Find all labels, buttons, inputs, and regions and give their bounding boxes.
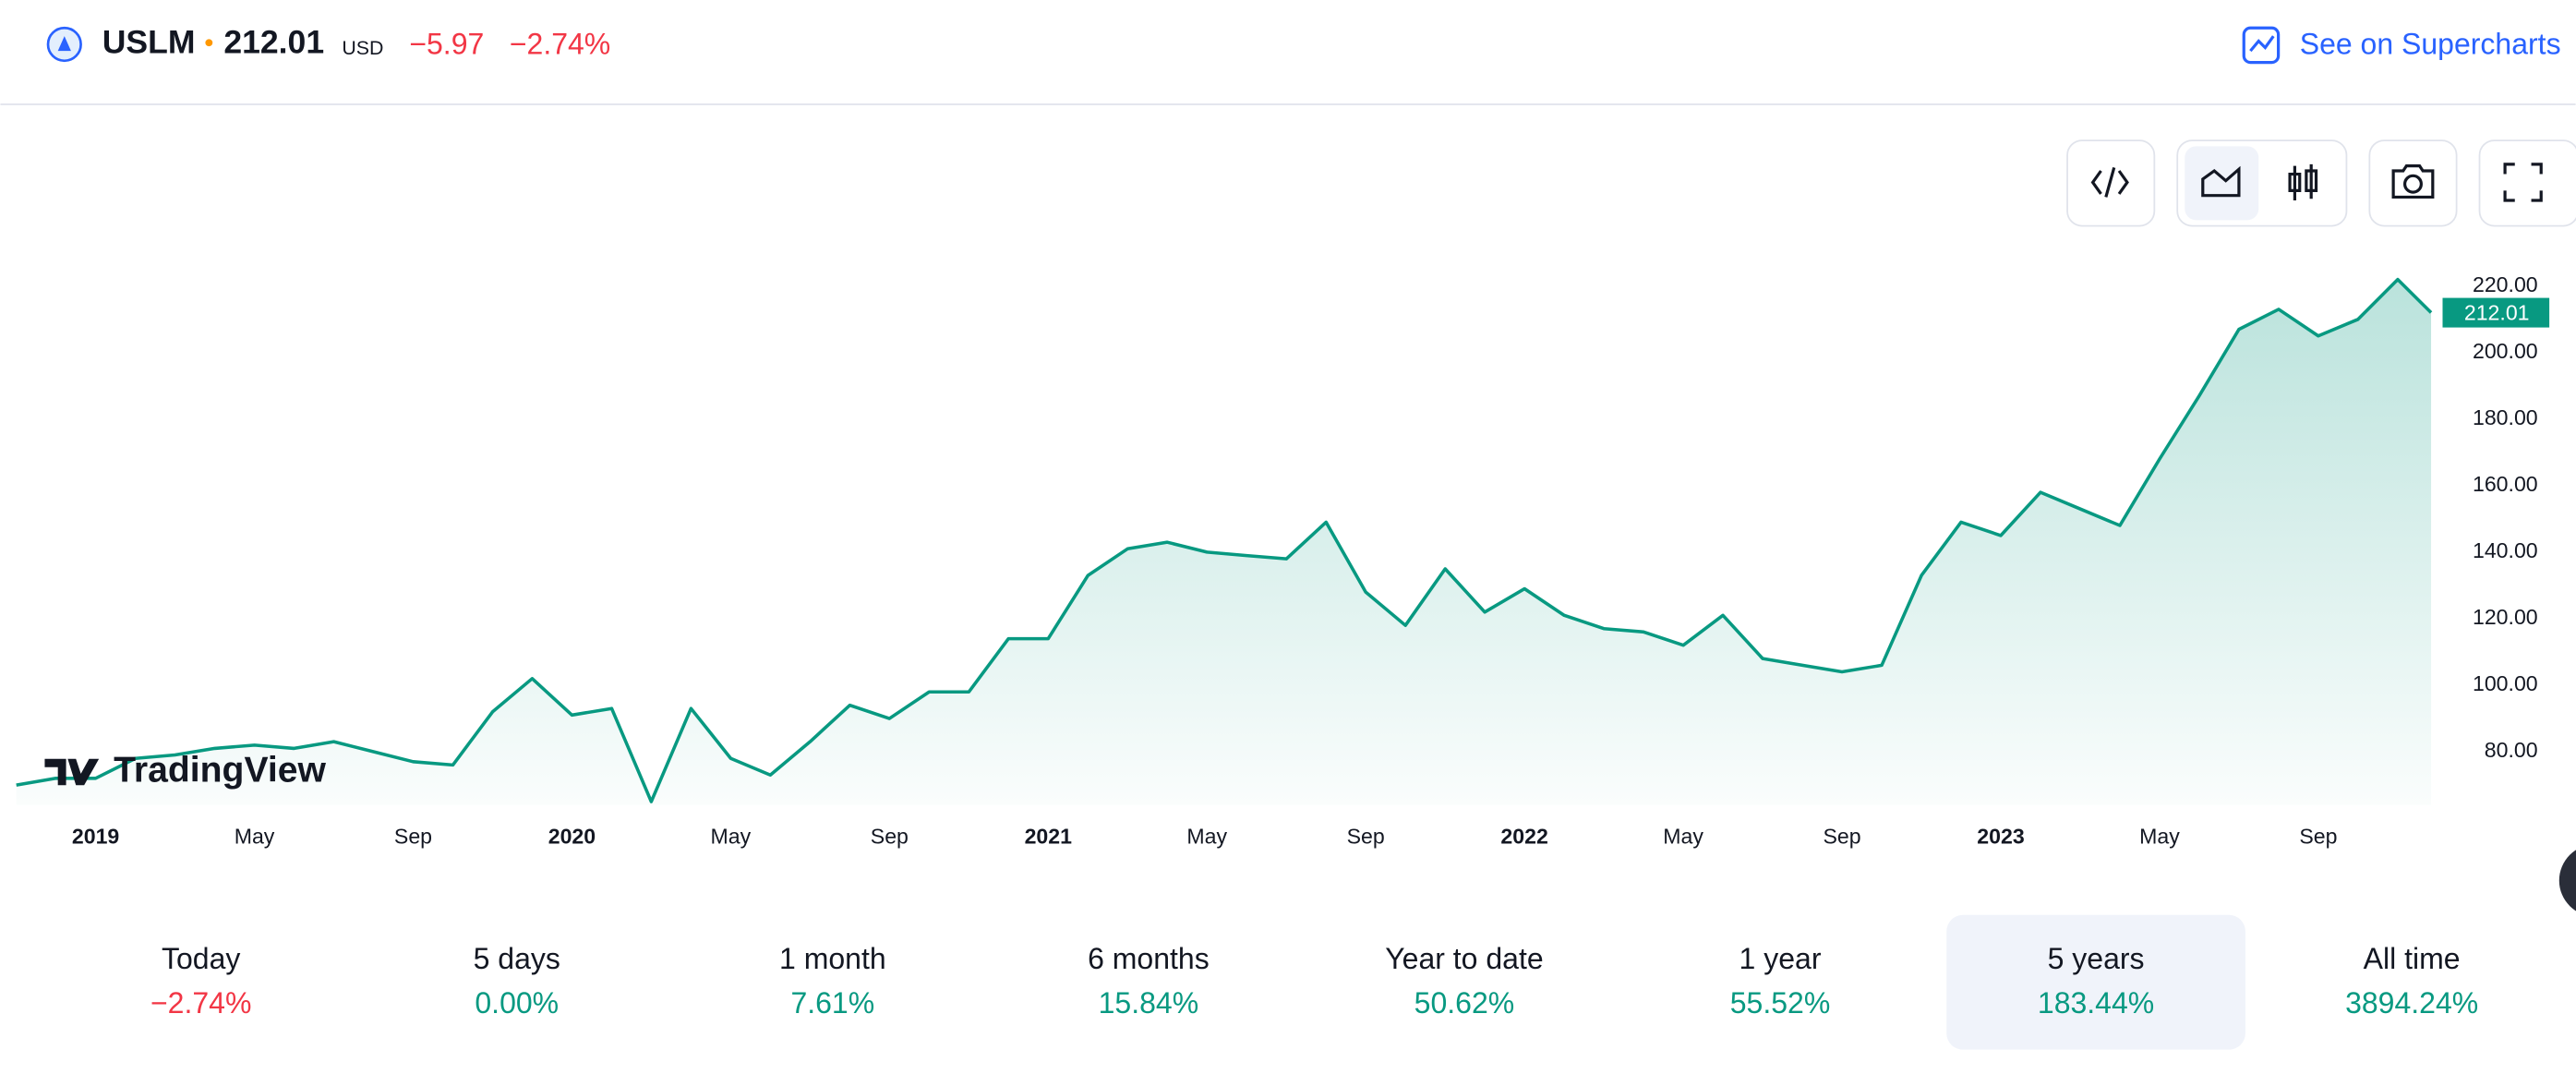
period-label[interactable]: 6 months [1088, 942, 1210, 975]
price-line [16, 277, 2433, 803]
currency: USD [342, 37, 383, 59]
supercharts-link[interactable]: See on Supercharts [2242, 26, 2561, 65]
last-price-label: 212.01 [2464, 300, 2530, 324]
fullscreen-button[interactable] [2478, 139, 2576, 227]
period-label[interactable]: All time [2364, 942, 2461, 975]
symbol-icon-glyph [57, 36, 71, 52]
x-tick-label: May [1186, 824, 1227, 848]
x-tick-label: Sep [394, 824, 432, 848]
x-tick-label: 2023 [1977, 824, 2025, 848]
area [16, 279, 2432, 805]
link-icon-line [2249, 35, 2275, 53]
y-tick-label: 80.00 [2485, 738, 2538, 762]
period-label[interactable]: 5 days [474, 942, 560, 975]
period-value: 0.00% [475, 986, 559, 1020]
price: 212.01 [223, 23, 324, 60]
period-label[interactable]: Today [162, 942, 240, 975]
period-value: 50.62% [1414, 986, 1515, 1020]
x-tick-label: 2019 [72, 824, 119, 848]
last-price-tag [2442, 297, 2550, 328]
x-tick-label: May [711, 824, 752, 848]
change: −5.97 [409, 27, 484, 60]
area-button[interactable] [2185, 146, 2259, 221]
period-label[interactable]: 1 month [779, 942, 886, 975]
x-tick-label: Sep [871, 824, 909, 848]
x-tick-label: 2022 [1500, 824, 1547, 848]
candles-button[interactable] [2288, 163, 2318, 201]
y-tick-label: 180.00 [2473, 405, 2538, 429]
link-text: See on Supercharts [2300, 27, 2561, 60]
y-tick-label: 160.00 [2473, 472, 2538, 496]
change-pct: −2.74% [510, 27, 610, 60]
x-tick-label: 2020 [548, 824, 596, 848]
x-tick-label: Sep [1347, 824, 1385, 848]
fullscreen-icon [2503, 163, 2543, 202]
period-label[interactable]: 1 year [1739, 942, 1822, 975]
period-value: 55.52% [1730, 986, 1831, 1020]
y-tick-label: 140.00 [2473, 538, 2538, 562]
x-tick-label: Sep [1823, 824, 1860, 848]
toolbar [2066, 139, 2576, 227]
plot: 80.00 100.00 120.00 140.00 160.00 180.00 200.0… [16, 272, 2550, 848]
watermark: TradingView [44, 750, 326, 790]
x-tick-label: May [235, 824, 275, 848]
header: USLM 212.01 USD −5.97 −2.74% See on Supe… [46, 23, 2561, 65]
area-icon [2201, 165, 2241, 198]
camera-lens [2402, 174, 2423, 194]
embed-button[interactable] [2066, 139, 2156, 227]
watermark-logo [44, 758, 100, 786]
period-label[interactable]: Year to date [1385, 942, 1543, 975]
period-value: 3894.24% [2345, 986, 2478, 1020]
embed-icon [2090, 167, 2129, 198]
symbol: USLM [102, 23, 196, 60]
y-tick-label: 220.00 [2473, 272, 2538, 296]
y-tick-label: 100.00 [2473, 671, 2538, 695]
periods: Today −2.74% 5 days 0.00% 1 month 7.61% 6 mont… [150, 914, 2478, 1050]
y-tick-label: 120.00 [2473, 605, 2538, 629]
x-tick-label: 2021 [1025, 824, 1073, 848]
x-tick-label: May [1663, 824, 1703, 848]
watermark-text: TradingView [114, 750, 326, 790]
period-label[interactable]: 5 years [2048, 942, 2145, 975]
period-value: −2.74% [150, 986, 251, 1020]
x-tick-label: Sep [2299, 824, 2337, 848]
camera-icon [2391, 164, 2435, 199]
period-value: 15.84% [1099, 986, 1199, 1020]
status-dot [205, 39, 213, 47]
link-icon [2242, 26, 2281, 65]
y-tick-label: 200.00 [2473, 339, 2538, 363]
period-value: 183.44% [2038, 986, 2154, 1020]
chart-type-group [2176, 139, 2348, 227]
x-tick-label: May [2139, 824, 2180, 848]
snapshot-button[interactable] [2368, 139, 2458, 227]
period-value: 7.61% [790, 986, 874, 1020]
scroll-button[interactable] [2558, 844, 2576, 916]
period-selected [1946, 914, 2245, 1050]
